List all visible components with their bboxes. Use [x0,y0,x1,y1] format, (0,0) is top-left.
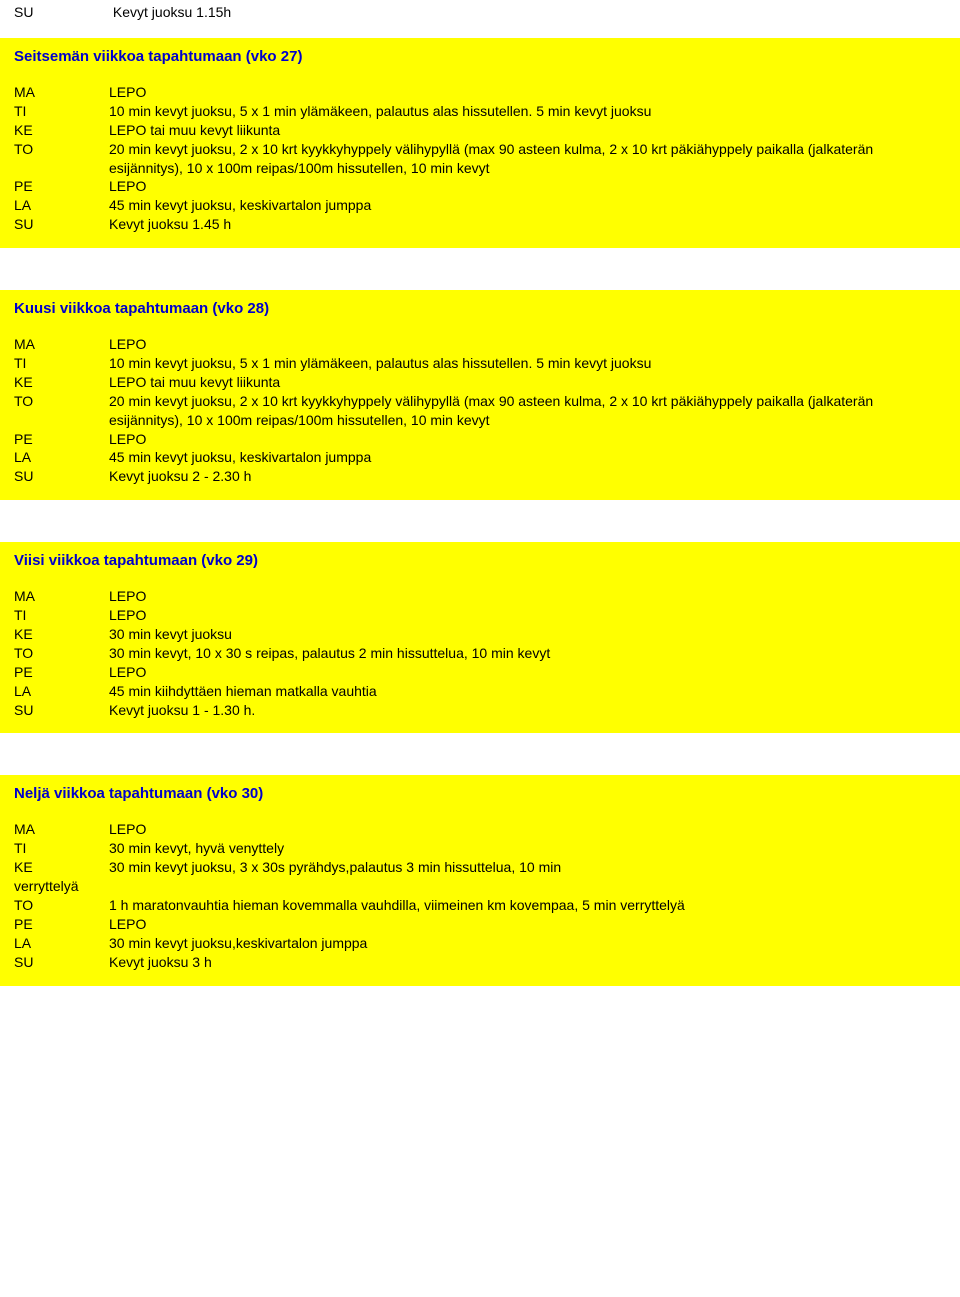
day-text: LEPO [109,587,946,606]
schedule-row: TO20 min kevyt juoksu, 2 x 10 krt kyykky… [14,140,946,178]
schedule-row: LA30 min kevyt juoksu,keskivartalon jump… [14,934,946,953]
day-label: TO [14,140,109,159]
day-text: 10 min kevyt juoksu, 5 x 1 min ylämäkeen… [109,354,946,373]
day-label: KE [14,373,109,392]
day-text: LEPO [109,177,946,196]
week-block: Neljä viikkoa tapahtumaan (vko 30)MALEPO… [0,775,960,985]
schedule-row: TILEPO [14,606,946,625]
day-label: LA [14,682,109,701]
schedule-row: MALEPO [14,83,946,102]
day-text: LEPO tai muu kevyt liikunta [109,121,946,140]
day-label: LA [14,934,109,953]
day-text: 30 min kevyt juoksu [109,625,946,644]
day-label: TO [14,896,109,915]
day-text: 20 min kevyt juoksu, 2 x 10 krt kyykkyhy… [109,392,946,430]
day-label: MA [14,83,109,102]
day-label: MA [14,587,109,606]
day-text: 45 min kiihdyttäen hieman matkalla vauht… [109,682,946,701]
schedule-row: PELEPO [14,430,946,449]
day-text: LEPO [109,606,946,625]
schedule-row: MALEPO [14,820,946,839]
day-label: PE [14,663,109,682]
day-text: 20 min kevyt juoksu, 2 x 10 krt kyykkyhy… [109,140,946,178]
schedule-row: MALEPO [14,587,946,606]
day-text: LEPO [109,335,946,354]
day-text: Kevyt juoksu 1 - 1.30 h. [109,701,946,720]
schedule-row: TO1 h maratonvauhtia hieman kovemmalla v… [14,896,946,915]
day-text: 30 min kevyt juoksu, 3 x 30s pyrähdys,pa… [109,858,946,877]
schedule-row: TI10 min kevyt juoksu, 5 x 1 min ylämäke… [14,102,946,121]
day-label: verryttelyä [14,877,109,896]
block-title: Viisi viikkoa tapahtumaan (vko 29) [14,552,946,569]
day-label: KE [14,858,109,877]
top-prev-row: SU Kevyt juoksu 1.15h [0,0,960,38]
day-text: 30 min kevyt, hyvä venyttely [109,839,946,858]
schedule-row: LA45 min kevyt juoksu, keskivartalon jum… [14,196,946,215]
day-text: 30 min kevyt juoksu,keskivartalon jumppa [109,934,946,953]
day-label: MA [14,820,109,839]
day-label: KE [14,625,109,644]
block-title: Neljä viikkoa tapahtumaan (vko 30) [14,785,946,802]
schedule-row: KELEPO tai muu kevyt liikunta [14,373,946,392]
day-label: TO [14,392,109,411]
day-label: SU [14,467,109,486]
day-label: KE [14,121,109,140]
day-text: LEPO [109,820,946,839]
day-label: TI [14,102,109,121]
day-text: 45 min kevyt juoksu, keskivartalon jumpp… [109,196,946,215]
day-label: TI [14,606,109,625]
schedule-row: SUKevyt juoksu 1 - 1.30 h. [14,701,946,720]
day-label: PE [14,430,109,449]
schedule-row: TI10 min kevyt juoksu, 5 x 1 min ylämäke… [14,354,946,373]
schedule-row: PELEPO [14,915,946,934]
schedule-row: PELEPO [14,177,946,196]
schedule-row: KE30 min kevyt juoksu, 3 x 30s pyrähdys,… [14,858,946,877]
day-text: LEPO [109,663,946,682]
day-text: 45 min kevyt juoksu, keskivartalon jumpp… [109,448,946,467]
day-label: SU [14,4,109,20]
day-text: LEPO [109,430,946,449]
day-label: SU [14,701,109,720]
schedule-row: SUKevyt juoksu 3 h [14,953,946,972]
day-text: LEPO [109,915,946,934]
day-label: SU [14,215,109,234]
day-text: 1 h maratonvauhtia hieman kovemmalla vau… [109,896,946,915]
day-text: 30 min kevyt, 10 x 30 s reipas, palautus… [109,644,946,663]
day-text: 10 min kevyt juoksu, 5 x 1 min ylämäkeen… [109,102,946,121]
schedule-row: TI30 min kevyt, hyvä venyttely [14,839,946,858]
day-label: TI [14,354,109,373]
week-block: Viisi viikkoa tapahtumaan (vko 29)MALEPO… [0,542,960,733]
day-label: MA [14,335,109,354]
day-label: TI [14,839,109,858]
day-label: SU [14,953,109,972]
day-text: LEPO tai muu kevyt liikunta [109,373,946,392]
schedule-row: SUKevyt juoksu 2 - 2.30 h [14,467,946,486]
schedule-row: KE30 min kevyt juoksu [14,625,946,644]
day-label: PE [14,177,109,196]
day-text: Kevyt juoksu 2 - 2.30 h [109,467,946,486]
day-label: TO [14,644,109,663]
day-text: Kevyt juoksu 3 h [109,953,946,972]
week-block: Kuusi viikkoa tapahtumaan (vko 28)MALEPO… [0,290,960,500]
schedule-row: MALEPO [14,335,946,354]
block-title: Seitsemän viikkoa tapahtumaan (vko 27) [14,48,946,65]
schedule-row: SUKevyt juoksu 1.45 h [14,215,946,234]
day-text: Kevyt juoksu 1.15h [113,4,231,20]
schedule-row: LA45 min kevyt juoksu, keskivartalon jum… [14,448,946,467]
week-block: Seitsemän viikkoa tapahtumaan (vko 27) MA… [0,38,960,248]
day-text: LEPO [109,83,946,102]
schedule-row: TO30 min kevyt, 10 x 30 s reipas, palaut… [14,644,946,663]
day-text: Kevyt juoksu 1.45 h [109,215,946,234]
schedule-row: PELEPO [14,663,946,682]
schedule-row: LA45 min kiihdyttäen hieman matkalla vau… [14,682,946,701]
block-title: Kuusi viikkoa tapahtumaan (vko 28) [14,300,946,317]
day-label: LA [14,448,109,467]
schedule-row: verryttelyä [14,877,946,896]
day-label: PE [14,915,109,934]
schedule-row: TO20 min kevyt juoksu, 2 x 10 krt kyykky… [14,392,946,430]
day-label: LA [14,196,109,215]
schedule-row: KELEPO tai muu kevyt liikunta [14,121,946,140]
